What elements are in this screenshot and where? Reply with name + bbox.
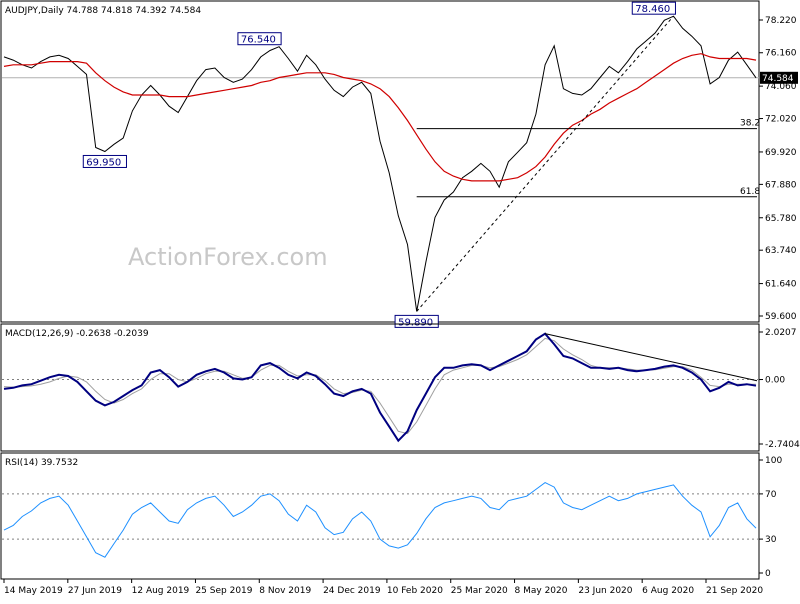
- price-tick-label: 72.020: [765, 115, 797, 125]
- macd-panel-frame: [0, 323, 760, 452]
- moving-average-line: [3, 53, 757, 182]
- price-label-box: [82, 154, 127, 168]
- macd-y-ticks: 2.0207 0.00 -2.7404: [759, 328, 800, 450]
- x-tick-label: 23 Jun 2020: [578, 586, 632, 596]
- rsi-line: [3, 482, 757, 558]
- x-tick-label: 14 May 2019: [4, 586, 63, 596]
- macd-series: [3, 332, 758, 443]
- current-price-tag: [760, 71, 798, 84]
- macd-signal-line: [3, 337, 757, 435]
- macd-tick-label: 0.00: [765, 376, 785, 386]
- x-tick-label: 24 Dec 2019: [323, 586, 381, 596]
- x-tick-label: 8 May 2020: [515, 586, 568, 596]
- price-label-box: [237, 32, 282, 46]
- price-label: 59.890: [398, 317, 433, 328]
- price-line: [3, 15, 757, 312]
- rsi-tick-label: 0: [765, 569, 771, 579]
- x-tick-label: 25 Mar 2020: [451, 586, 508, 596]
- price-tick-label: 63.740: [765, 246, 797, 256]
- price-label: 76.540: [241, 35, 276, 46]
- x-tick-label: 10 Feb 2020: [387, 586, 443, 596]
- price-series: [3, 15, 757, 312]
- x-tick-label: 6 Aug 2020: [642, 586, 694, 596]
- fib-label: 38.2: [740, 119, 760, 129]
- x-tick-label: 21 Sep 2020: [706, 586, 763, 596]
- price-tick-label: 59.600: [765, 312, 797, 322]
- price-tick-label: 69.920: [765, 148, 797, 158]
- rsi-grid: [2, 493, 759, 540]
- macd-trend-line: [544, 333, 758, 382]
- rsi-title: RSI(14) 39.7532: [5, 458, 78, 468]
- x-tick-label: 8 Nov 2019: [259, 586, 311, 596]
- x-tick-label: 12 Aug 2019: [132, 586, 190, 596]
- fib-label: 61.8: [740, 187, 760, 197]
- watermark: ActionForex.com: [128, 243, 328, 271]
- price-y-ticks: 78.220 76.160 74.060 72.020 69.920 67.880 65.7…: [759, 16, 798, 322]
- x-axis: 14 May 2019 27 Jun 2019 12 Aug 2019 25 Sep …: [3, 579, 763, 596]
- price-label: 69.950: [86, 157, 121, 168]
- x-tick-label: 25 Sep 2019: [195, 586, 252, 596]
- price-label-box: [631, 1, 676, 15]
- rsi-panel-frame: [0, 452, 760, 580]
- price-tick-label: 74.060: [765, 82, 797, 92]
- price-tick-label: 65.780: [765, 214, 797, 224]
- price-panel-frame: [0, 0, 760, 323]
- price-tick-label: 67.880: [765, 180, 797, 190]
- price-panel: ActionForex.com AUDJPY,Daily 74.788 74.8…: [0, 0, 798, 328]
- x-tick-label: 27 Jun 2019: [68, 586, 122, 596]
- price-tick-label: 61.640: [765, 280, 797, 290]
- current-price-label: 74.584: [762, 74, 794, 84]
- rsi-series: [3, 482, 757, 558]
- price-annotations: 69.950 76.540 59.890 78.460 38.2 61.8: [82, 1, 760, 328]
- rsi-tick-label: 30: [765, 535, 777, 545]
- macd-tick-label: 2.0207: [765, 328, 797, 338]
- macd-tick-label: -2.7404: [765, 440, 800, 450]
- macd-panel: MACD(12,26,9) -0.2638 -0.2039 2.0207 0.00…: [0, 323, 800, 452]
- macd-line: [3, 332, 757, 443]
- rsi-tick-label: 100: [765, 456, 782, 466]
- price-title: AUDJPY,Daily 74.788 74.818 74.392 74.584: [5, 6, 201, 16]
- rsi-tick-label: 70: [765, 490, 777, 500]
- rsi-panel: RSI(14) 39.7532 100 70 30 0: [0, 452, 782, 580]
- price-label: 78.460: [635, 4, 670, 15]
- price-tick-label: 78.220: [765, 16, 797, 26]
- price-tick-label: 76.160: [765, 49, 797, 59]
- macd-title: MACD(12,26,9) -0.2638 -0.2039: [5, 329, 149, 339]
- rsi-y-ticks: 100 70 30 0: [759, 456, 782, 579]
- trend-line-dashed: [416, 15, 674, 312]
